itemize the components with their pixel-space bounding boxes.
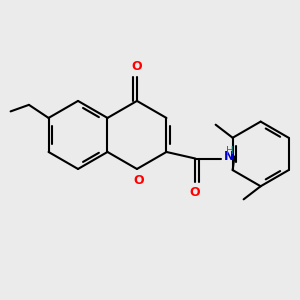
- Text: O: O: [133, 174, 144, 187]
- Text: H: H: [226, 146, 234, 156]
- Text: N: N: [224, 150, 234, 163]
- Text: O: O: [189, 186, 200, 199]
- Text: O: O: [132, 60, 142, 74]
